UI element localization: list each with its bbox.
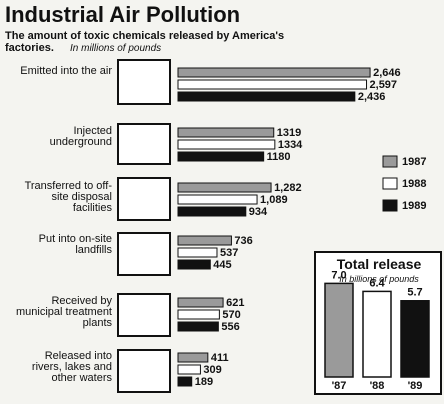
- category-label: Injected underground: [49, 125, 112, 148]
- legend-swatch: [382, 177, 398, 190]
- bar: [177, 206, 247, 217]
- value-label: 7.0: [331, 269, 346, 281]
- bar: [177, 309, 220, 320]
- category-label: Emitted into the air: [20, 65, 112, 77]
- legend-swatch: [382, 155, 398, 168]
- bar: [177, 297, 224, 308]
- bar: [177, 321, 219, 332]
- value-label: 5.7: [407, 287, 422, 299]
- x-tick-label: '88: [370, 380, 385, 392]
- bar: [177, 182, 272, 193]
- value-label: 537: [220, 247, 238, 259]
- x-tick-label: '87: [332, 380, 347, 392]
- value-label: 309: [203, 364, 221, 376]
- category-label: Transferred to off-site disposal facilit…: [24, 180, 112, 214]
- bar: [400, 300, 430, 378]
- value-label: 2,646: [373, 67, 401, 79]
- value-label: 445: [213, 259, 231, 271]
- bar: [324, 282, 354, 378]
- value-label: 570: [222, 309, 240, 321]
- legend-swatch: [382, 199, 398, 212]
- bar: [177, 259, 211, 270]
- bar: [362, 290, 392, 378]
- value-label: 1180: [267, 151, 291, 163]
- x-tick-label: '89: [408, 380, 423, 392]
- bar: [177, 247, 218, 258]
- value-label: 621: [226, 297, 244, 309]
- bar: [177, 139, 276, 150]
- legend-label: 1988: [402, 178, 426, 190]
- value-label: 1,089: [260, 194, 288, 206]
- value-label: 2,436: [358, 91, 386, 103]
- bar: [177, 151, 265, 162]
- value-label: 189: [195, 376, 213, 388]
- category-label: Received by municipal treatment plants: [16, 295, 112, 329]
- legend-label: 1989: [402, 200, 426, 212]
- chart-title: Industrial Air Pollution: [5, 2, 241, 27]
- icons: [117, 59, 171, 393]
- value-label: 6.4: [369, 277, 385, 289]
- subtitle: The amount of toxic chemicals released b…: [5, 30, 285, 54]
- bar: [177, 91, 356, 102]
- value-label: 2,597: [370, 79, 398, 91]
- bar: [177, 67, 371, 78]
- bar: [177, 235, 232, 246]
- bar: [177, 364, 201, 375]
- bar: [177, 127, 275, 138]
- inset-title: Total release: [336, 256, 422, 272]
- inset-subtitle: In billions of pounds: [339, 274, 419, 284]
- value-label: 736: [234, 235, 252, 247]
- value-label: 1319: [277, 127, 301, 139]
- category-label: Released into rivers, lakes and other wa…: [31, 350, 112, 384]
- value-label: 411: [211, 352, 229, 364]
- value-label: 934: [249, 206, 268, 218]
- category-label: Put into on-site landfills: [38, 233, 112, 256]
- value-label: 1334: [278, 139, 303, 151]
- bar: [177, 376, 193, 387]
- value-label: 1,282: [274, 182, 302, 194]
- bar: [177, 194, 258, 205]
- bar: [177, 79, 368, 90]
- unit-note: In millions of pounds: [70, 43, 162, 54]
- value-label: 556: [221, 321, 239, 333]
- legend-label: 1987: [402, 156, 426, 168]
- bar: [177, 352, 209, 363]
